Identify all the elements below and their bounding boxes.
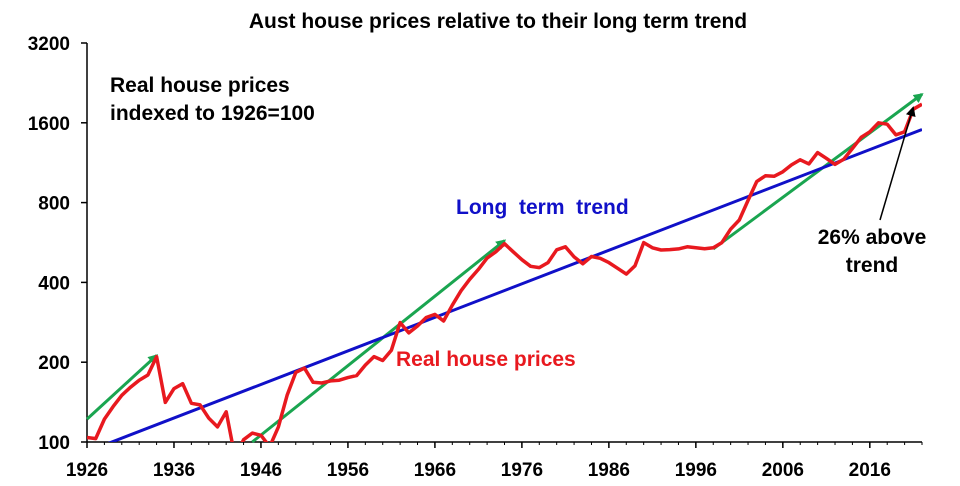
trend-arrow	[251, 239, 507, 444]
y-tick-label: 3200	[28, 34, 70, 55]
y-tick-label: 100	[38, 433, 70, 454]
x-tick-label: 2016	[849, 460, 891, 481]
x-tick-label: 1956	[327, 460, 369, 481]
series-line-long-term-trend	[107, 128, 922, 442]
y-tick-label: 200	[38, 353, 70, 374]
subtitle-line2: indexed to 1926=100	[110, 102, 315, 125]
x-tick-label: 1996	[675, 460, 717, 481]
series-line-real-house-prices	[87, 102, 922, 442]
x-tick-label: 1946	[240, 460, 282, 481]
above-trend-line2: trend	[846, 254, 899, 277]
y-tick-label: 400	[38, 273, 70, 294]
y-tick-label: 1600	[28, 114, 70, 135]
y-tick-label: 800	[38, 194, 70, 215]
x-tick-label: 1986	[588, 460, 630, 481]
above-trend-pointer	[879, 106, 916, 221]
series-group	[87, 102, 922, 442]
above-trend-line1: 26% above	[818, 226, 927, 249]
trend-series-label: Long term trend	[456, 196, 629, 219]
prices-series-label: Real house prices	[396, 348, 576, 371]
trend-arrows	[85, 93, 924, 444]
subtitle-line1: Real house prices	[110, 74, 290, 97]
x-tick-label: 2006	[762, 460, 804, 481]
x-ticks: 1926 1936 1946 1956 1966 1976 1986 1996 2006 2016	[66, 442, 923, 481]
x-tick-label: 1976	[501, 460, 543, 481]
x-tick-label: 1926	[66, 460, 108, 481]
trend-arrow	[85, 354, 159, 421]
y-ticks: 100 200 400 800 1600 3200	[28, 34, 87, 454]
x-tick-label: 1936	[153, 460, 195, 481]
trend-arrow	[712, 93, 924, 251]
chart-title: Aust house prices relative to their long…	[249, 10, 747, 33]
x-tick-label: 1966	[414, 460, 456, 481]
